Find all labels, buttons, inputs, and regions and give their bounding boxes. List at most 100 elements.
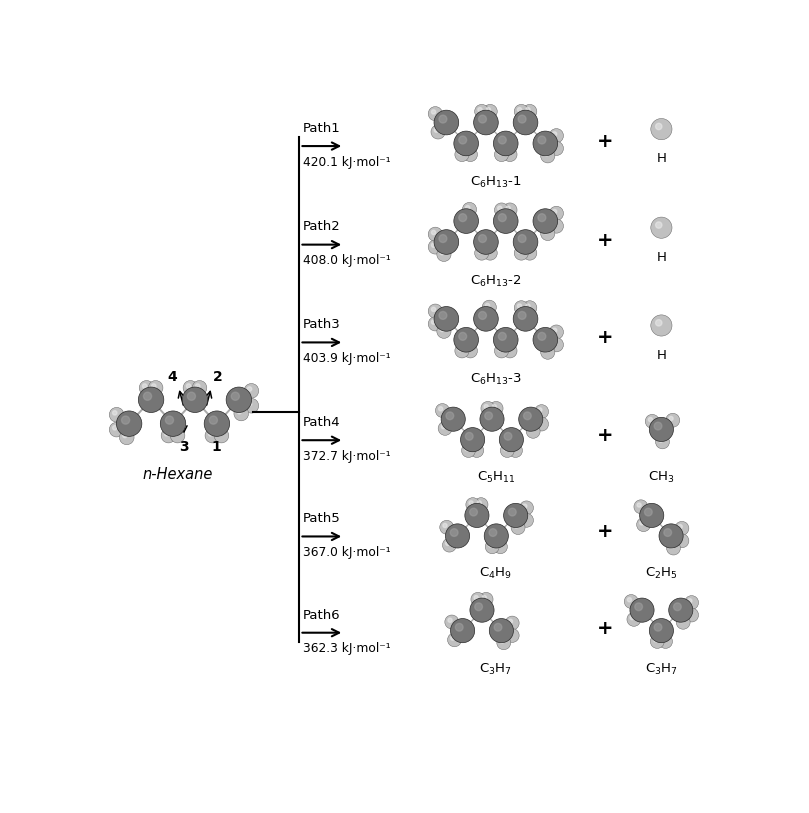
Text: Path4: Path4 bbox=[303, 416, 341, 429]
Circle shape bbox=[188, 392, 196, 400]
Circle shape bbox=[459, 333, 467, 341]
Circle shape bbox=[544, 152, 549, 156]
Text: +: + bbox=[597, 328, 613, 347]
Circle shape bbox=[464, 446, 469, 451]
Circle shape bbox=[515, 301, 528, 315]
Circle shape bbox=[523, 516, 527, 520]
Circle shape bbox=[519, 513, 533, 528]
Circle shape bbox=[482, 300, 497, 315]
Circle shape bbox=[500, 444, 515, 458]
Circle shape bbox=[654, 422, 662, 430]
Circle shape bbox=[523, 504, 527, 508]
Text: 2: 2 bbox=[213, 370, 222, 384]
Circle shape bbox=[504, 503, 527, 528]
Circle shape bbox=[506, 616, 519, 630]
Circle shape bbox=[443, 524, 447, 528]
Circle shape bbox=[523, 301, 537, 315]
Circle shape bbox=[645, 508, 652, 516]
Circle shape bbox=[540, 149, 555, 163]
Circle shape bbox=[637, 518, 650, 532]
Circle shape bbox=[489, 543, 493, 547]
Circle shape bbox=[482, 595, 486, 600]
Text: +: + bbox=[597, 132, 613, 151]
Circle shape bbox=[485, 303, 489, 307]
Circle shape bbox=[248, 402, 252, 406]
Circle shape bbox=[540, 226, 555, 241]
Circle shape bbox=[544, 229, 549, 234]
Circle shape bbox=[518, 249, 522, 254]
Circle shape bbox=[489, 619, 514, 643]
Circle shape bbox=[650, 634, 664, 649]
Circle shape bbox=[498, 333, 506, 341]
Circle shape bbox=[244, 398, 259, 413]
Circle shape bbox=[553, 341, 557, 345]
Circle shape bbox=[669, 598, 693, 622]
Circle shape bbox=[237, 410, 242, 414]
Text: 403.9 kJ·mol⁻¹: 403.9 kJ·mol⁻¹ bbox=[303, 352, 390, 365]
Circle shape bbox=[434, 230, 459, 254]
Circle shape bbox=[440, 328, 444, 332]
Circle shape bbox=[428, 107, 443, 121]
Text: C$_5$H$_{11}$: C$_5$H$_{11}$ bbox=[477, 469, 515, 485]
Circle shape bbox=[493, 405, 497, 409]
Circle shape bbox=[526, 424, 540, 438]
Circle shape bbox=[182, 387, 208, 412]
Circle shape bbox=[474, 595, 478, 600]
Circle shape bbox=[465, 433, 473, 440]
Text: 4: 4 bbox=[167, 370, 177, 384]
Circle shape bbox=[109, 407, 124, 422]
Circle shape bbox=[684, 596, 698, 610]
Circle shape bbox=[529, 428, 533, 432]
Circle shape bbox=[464, 344, 477, 358]
Circle shape bbox=[460, 428, 485, 452]
Circle shape bbox=[650, 217, 672, 238]
Circle shape bbox=[478, 249, 482, 254]
Circle shape bbox=[680, 619, 684, 623]
Circle shape bbox=[664, 528, 671, 537]
Circle shape bbox=[204, 411, 230, 437]
Circle shape bbox=[451, 619, 475, 643]
Circle shape bbox=[465, 503, 489, 528]
Circle shape bbox=[635, 603, 642, 611]
Circle shape bbox=[553, 145, 557, 149]
Circle shape bbox=[475, 246, 489, 260]
Circle shape bbox=[431, 230, 436, 235]
Circle shape bbox=[513, 111, 538, 135]
Circle shape bbox=[480, 407, 504, 431]
Circle shape bbox=[503, 147, 517, 162]
Text: H: H bbox=[656, 349, 667, 362]
Circle shape bbox=[549, 337, 564, 352]
Circle shape bbox=[120, 430, 134, 445]
Text: Path5: Path5 bbox=[303, 512, 341, 525]
Circle shape bbox=[139, 380, 154, 395]
Circle shape bbox=[655, 435, 669, 449]
Text: C$_3$H$_7$: C$_3$H$_7$ bbox=[645, 662, 678, 677]
Text: CH$_3$: CH$_3$ bbox=[648, 469, 675, 485]
Circle shape bbox=[218, 432, 222, 436]
Circle shape bbox=[627, 598, 632, 602]
Circle shape bbox=[627, 612, 641, 626]
Circle shape bbox=[659, 438, 663, 442]
Circle shape bbox=[499, 428, 523, 452]
Circle shape bbox=[477, 501, 481, 505]
Circle shape bbox=[506, 347, 510, 351]
Circle shape bbox=[485, 540, 499, 554]
Circle shape bbox=[515, 524, 519, 528]
Circle shape bbox=[549, 219, 564, 233]
Circle shape bbox=[526, 107, 530, 112]
Circle shape bbox=[503, 203, 517, 217]
Circle shape bbox=[467, 347, 471, 351]
Circle shape bbox=[666, 413, 680, 427]
Circle shape bbox=[669, 416, 673, 420]
Circle shape bbox=[479, 311, 486, 320]
Circle shape bbox=[151, 384, 156, 389]
Circle shape bbox=[437, 247, 451, 262]
Circle shape bbox=[549, 207, 564, 220]
Circle shape bbox=[164, 432, 169, 436]
Text: 372.7 kJ·mol⁻¹: 372.7 kJ·mol⁻¹ bbox=[303, 450, 390, 463]
Circle shape bbox=[455, 147, 469, 162]
Circle shape bbox=[506, 150, 510, 154]
Circle shape bbox=[231, 392, 239, 400]
Circle shape bbox=[454, 328, 478, 352]
Circle shape bbox=[148, 380, 163, 395]
